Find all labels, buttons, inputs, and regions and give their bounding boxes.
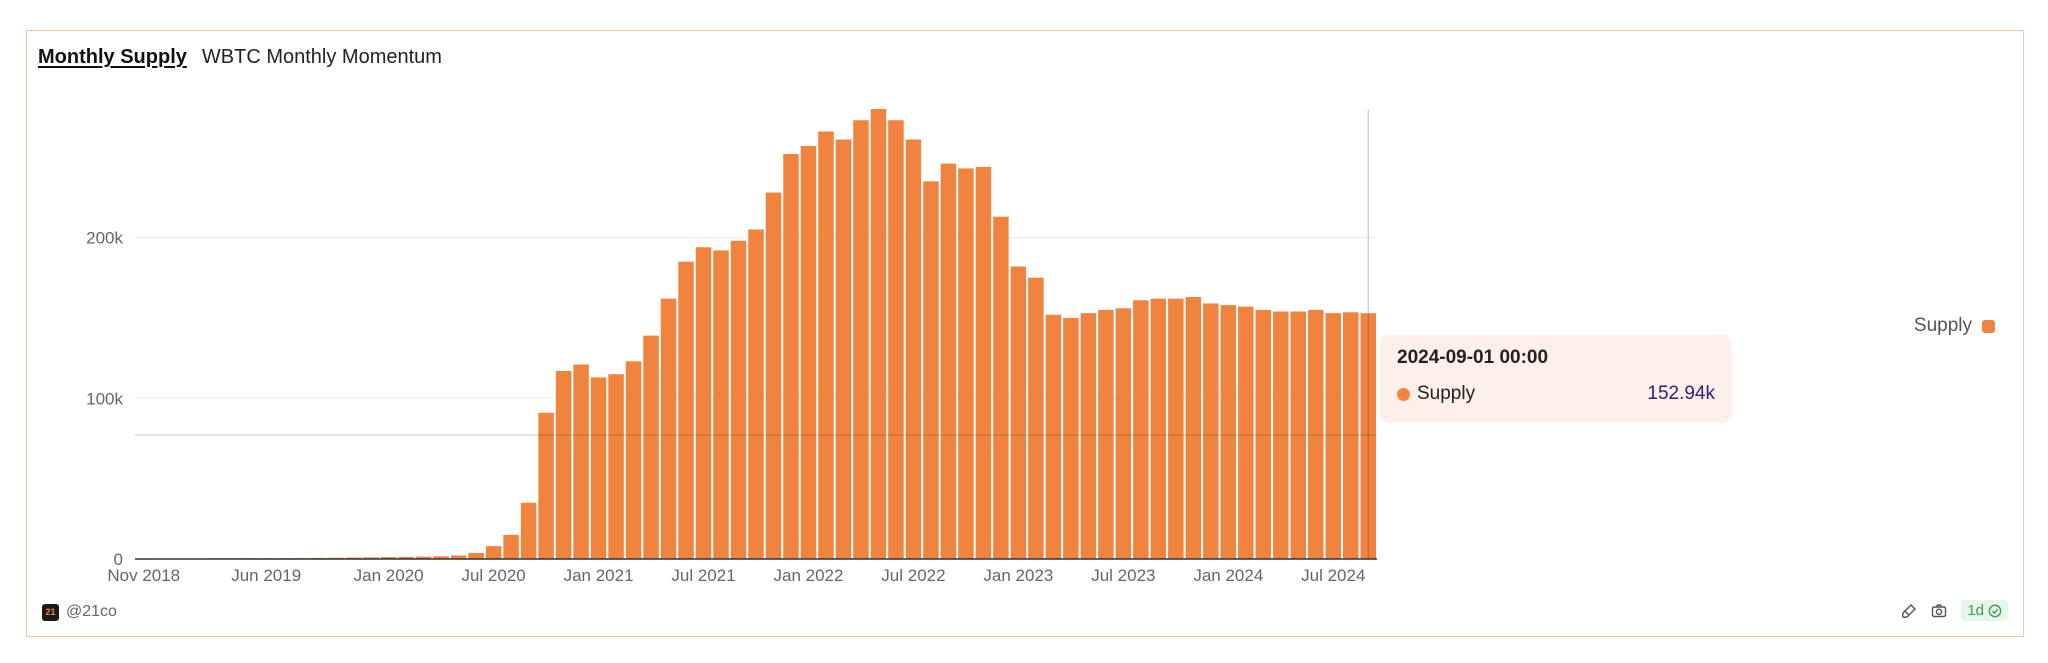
chart-card: Monthly Supply WBTC Monthly Momentum 0 10… [26, 30, 2024, 637]
bar-2023-03[interactable] [1045, 314, 1062, 559]
bar-2021-02[interactable] [608, 374, 624, 559]
bar-2024-08[interactable] [1343, 312, 1359, 559]
x-tick-label: Nov 2018 [107, 566, 180, 585]
bar-2020-03[interactable] [415, 556, 432, 559]
bar-2023-04[interactable] [1063, 317, 1079, 559]
bar-2023-02[interactable] [1028, 277, 1044, 559]
bar-2020-09[interactable] [520, 502, 537, 559]
bar-2022-07[interactable] [905, 139, 922, 559]
bar-2023-10[interactable] [1168, 298, 1184, 559]
tooltip-row: Supply 152.94k [1397, 383, 1715, 405]
bar-2021-04[interactable] [643, 335, 659, 559]
legend[interactable]: Supply [1914, 315, 1995, 337]
x-tick-label: Jul 2021 [671, 566, 735, 585]
bar-2024-06[interactable] [1308, 309, 1324, 559]
x-tick-label: Jul 2022 [881, 566, 945, 585]
legend-label-supply: Supply [1913, 315, 1972, 336]
interval-label: 1d [1967, 602, 1984, 619]
bar-2022-10[interactable] [958, 168, 974, 559]
bar-2024-03[interactable] [1255, 309, 1272, 559]
bar-2023-09[interactable] [1150, 298, 1167, 559]
bar-2021-06[interactable] [678, 261, 694, 559]
bar-2022-02[interactable] [818, 131, 834, 560]
bar-2022-12[interactable] [993, 216, 1009, 559]
bar-2022-03[interactable] [835, 139, 852, 559]
x-tick-label: Jan 2022 [774, 566, 844, 585]
chart-tabs: Monthly Supply WBTC Monthly Momentum [38, 46, 442, 69]
bar-2020-10[interactable] [538, 412, 554, 559]
bar-2022-08[interactable] [923, 181, 939, 560]
bar-2022-11[interactable] [975, 166, 992, 559]
bar-2021-07[interactable] [695, 247, 712, 559]
bar-2022-05[interactable] [870, 109, 887, 559]
camera-icon[interactable] [1931, 603, 1947, 619]
bar-2020-06[interactable] [468, 552, 484, 559]
bar-2020-01[interactable] [380, 557, 397, 559]
footer-handle[interactable]: @21co [66, 603, 117, 620]
x-tick-label: Jan 2021 [564, 566, 634, 585]
chart-plot: 0 100k 200k Nov 2018 Jun 2019 Jan 2020 Jul 202… [86, 109, 1377, 585]
x-tick-label: Jul 2020 [461, 566, 525, 585]
bar-2021-11[interactable] [765, 192, 782, 560]
x-tick-label: Jul 2023 [1091, 566, 1155, 585]
bar-2024-04[interactable] [1273, 311, 1289, 560]
bar-2022-01[interactable] [800, 145, 817, 559]
y-tick-label: 0 [114, 550, 123, 569]
bar-2022-09[interactable] [940, 163, 957, 559]
bar-2021-08[interactable] [713, 250, 729, 559]
interval-badge[interactable]: 1d [1961, 600, 2008, 621]
chart-tooltip: 2024-09-01 00:00 Supply 152.94k [1381, 335, 1731, 421]
check-circle-icon [1988, 604, 2002, 617]
bar-2021-01[interactable] [590, 377, 607, 559]
x-tick-label: Jan 2023 [983, 566, 1053, 585]
bar-2021-12[interactable] [783, 154, 799, 559]
bar-2020-12[interactable] [573, 364, 589, 559]
footer-attribution: 21 @21co [42, 603, 117, 621]
bar-2022-06[interactable] [888, 120, 904, 559]
bar-2024-02[interactable] [1238, 306, 1254, 559]
bar-2023-11[interactable] [1185, 297, 1202, 559]
x-tick-label: Jan 2024 [1193, 566, 1263, 585]
brand-logo: 21 [42, 603, 59, 621]
tooltip-date: 2024-09-01 00:00 [1397, 347, 1549, 368]
bar-2024-09[interactable] [1360, 313, 1376, 559]
x-tick-label: Jan 2020 [354, 566, 424, 585]
bar-2020-11[interactable] [555, 370, 572, 559]
bar-2022-04[interactable] [853, 120, 869, 559]
tab-wbtc-monthly-momentum[interactable]: WBTC Monthly Momentum [201, 46, 442, 68]
bar-2023-05[interactable] [1080, 313, 1097, 559]
bar-2020-07[interactable] [485, 546, 502, 559]
bar-2020-05[interactable] [450, 555, 467, 559]
bar-2024-07[interactable] [1325, 313, 1342, 559]
bar-2023-07[interactable] [1115, 308, 1132, 559]
x-tick-label: Jul 2024 [1301, 566, 1365, 585]
tab-monthly-supply[interactable]: Monthly Supply [38, 46, 187, 68]
bar-2021-10[interactable] [748, 229, 764, 560]
bar-2023-06[interactable] [1098, 309, 1114, 559]
tooltip-series-dot [1397, 387, 1410, 401]
bar-2023-01[interactable] [1010, 266, 1027, 560]
y-tick-label: 100k [86, 389, 123, 408]
bar-2021-03[interactable] [625, 361, 642, 559]
tooltip-value: 152.94k [1647, 383, 1715, 404]
bar-2019-12[interactable] [363, 557, 379, 559]
bar-2021-05[interactable] [660, 298, 677, 559]
bar-2020-02[interactable] [398, 556, 414, 559]
bar-2021-09[interactable] [730, 240, 747, 560]
x-tick-label: Jun 2019 [231, 566, 301, 585]
bar-2024-05[interactable] [1290, 311, 1307, 560]
bar-2020-04[interactable] [433, 556, 449, 559]
bar-2023-12[interactable] [1203, 303, 1219, 559]
y-tick-label: 200k [86, 229, 123, 248]
bar-2020-08[interactable] [503, 534, 519, 559]
legend-swatch-supply [1982, 319, 1995, 333]
bar-2024-01[interactable] [1220, 305, 1237, 559]
footer-toolbar: 1d [1901, 600, 2008, 621]
bar-2023-08[interactable] [1133, 300, 1149, 559]
brush-icon[interactable] [1901, 603, 1917, 619]
tooltip-series-name: Supply [1417, 383, 1476, 404]
